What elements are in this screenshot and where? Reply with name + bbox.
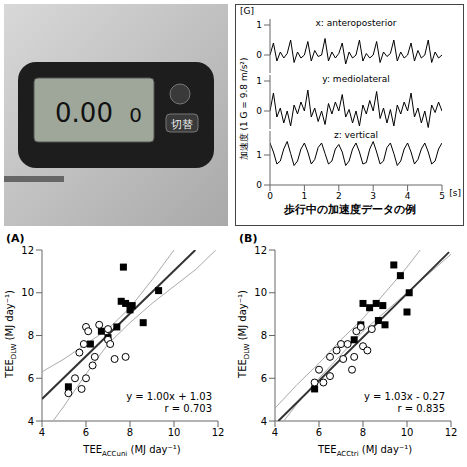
html-text:y: mediolateral: y: mediolateral [322,74,390,84]
svg-text:4: 4 [39,427,45,438]
svg-text:10: 10 [21,287,34,298]
svg-text:4: 4 [261,416,267,427]
svg-text:10: 10 [401,427,414,438]
svg-text:6: 6 [261,373,267,384]
svg-text:0: 0 [256,50,262,60]
svg-text:0.00: 0.00 [55,98,113,128]
svg-text:0: 0 [256,106,262,116]
svg-text:2: 2 [336,191,342,201]
svg-text:4: 4 [405,191,411,201]
svg-text:12: 12 [21,246,34,256]
svg-text:0: 0 [267,191,273,201]
html-text:x: anteroposterior: x: anteroposterior [315,18,397,28]
html-text:(A): (A) [6,232,25,245]
svg-text:12: 12 [212,427,225,438]
html-text:(B): (B) [239,232,258,245]
svg-text:8: 8 [261,330,267,341]
svg-text:加速度 (1 G = 9.8 m/s²): 加速度 (1 G = 9.8 m/s²) [239,58,249,161]
html-text:TEEACCuni(MJ day⁻¹): TEEACCuni(MJ day⁻¹) [83,444,181,458]
svg-text:0: 0 [256,180,262,190]
svg-text:6: 6 [83,427,89,438]
svg-text:4: 4 [28,416,34,427]
svg-text:10: 10 [168,427,181,438]
svg-text:TEEDLW (MJ day⁻¹): TEEDLW (MJ day⁻¹) [237,290,251,379]
html-text:TEEACCtri(MJ day⁻¹): TEEACCtri(MJ day⁻¹) [317,444,413,458]
svg-text:5: 5 [439,191,445,201]
svg-text:8: 8 [360,427,366,438]
svg-text:8: 8 [127,427,133,438]
svg-text:1: 1 [256,150,262,160]
html-text:[G]: [G] [240,6,254,16]
html-text:歩行中の加速度データの例: 歩行中の加速度データの例 [283,203,416,216]
svg-text:6: 6 [28,373,34,384]
html-text:z: vertical: z: vertical [333,130,379,140]
svg-text:8: 8 [28,330,34,341]
html-text:r = 0.703: r = 0.703 [164,403,212,414]
svg-text:6: 6 [316,427,322,438]
svg-text:12: 12 [445,427,458,438]
html-text:[s]: [s] [449,188,461,198]
svg-text:1: 1 [256,76,262,86]
svg-text:12: 12 [254,246,267,256]
svg-text:1: 1 [256,20,262,30]
svg-text:4: 4 [272,427,278,438]
svg-text:10: 10 [254,287,267,298]
html-text:y = 1.03x - 0.27: y = 1.03x - 0.27 [363,391,445,402]
svg-text:0: 0 [129,103,142,127]
svg-text:TEEDLW (MJ day⁻¹): TEEDLW (MJ day⁻¹) [4,290,18,379]
svg-text:1: 1 [302,191,308,201]
svg-text:切替: 切替 [171,118,193,131]
html-text:r = 0.835: r = 0.835 [397,403,445,414]
html-text:y = 1.00x + 1.03: y = 1.00x + 1.03 [126,391,212,402]
svg-text:3: 3 [370,191,376,201]
